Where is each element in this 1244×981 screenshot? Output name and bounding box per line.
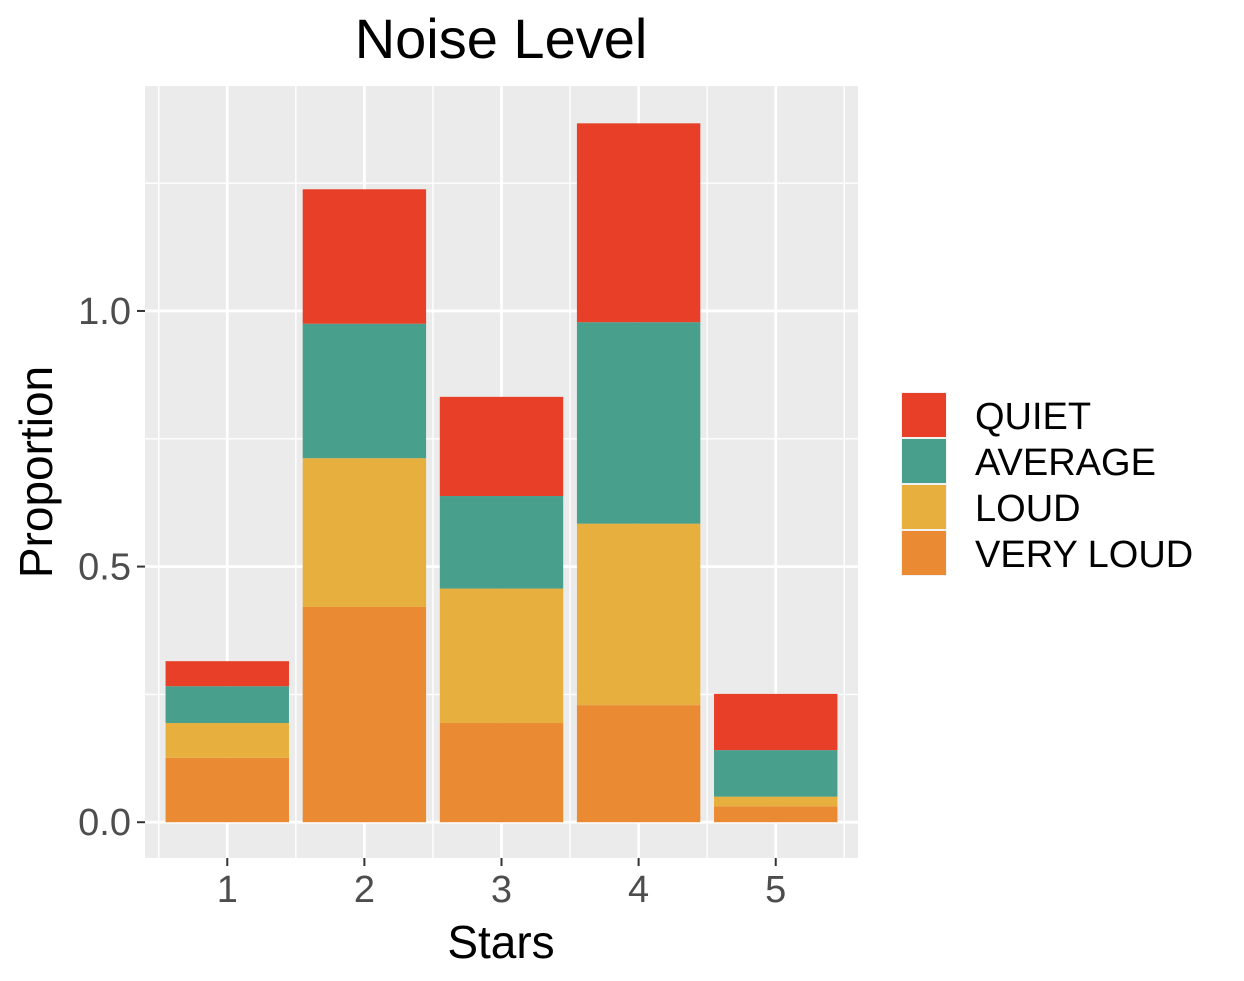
bar-4-very-loud xyxy=(576,705,701,823)
bar-3-very-loud xyxy=(439,723,564,823)
bar-2-quiet xyxy=(302,189,427,324)
legend-swatch xyxy=(902,485,946,529)
y-axis-title: Proportion xyxy=(10,366,62,578)
x-tick-label: 3 xyxy=(491,869,512,911)
bars xyxy=(165,123,838,823)
legend-swatch xyxy=(902,439,946,483)
legend-label: QUIET xyxy=(975,396,1091,438)
y-axis-ticks: 0.0 0.5 1.0 xyxy=(78,291,145,844)
bar-5-loud xyxy=(714,796,838,807)
legend-label: AVERAGE xyxy=(975,442,1156,484)
bar-4-quiet xyxy=(576,123,701,323)
x-tick-label: 2 xyxy=(354,869,375,911)
bar-1-average xyxy=(165,686,289,724)
chart-title: Noise Level xyxy=(355,7,648,70)
bar-1-very-loud xyxy=(165,757,289,823)
legend-swatch xyxy=(902,531,946,575)
y-tick-label: 0.5 xyxy=(78,547,131,589)
x-tick-label: 5 xyxy=(765,869,786,911)
bar-5-average xyxy=(714,750,838,797)
bar-3-average xyxy=(439,496,564,589)
bar-4-average xyxy=(576,322,701,524)
bar-3-loud xyxy=(439,588,564,724)
legend-label: VERY LOUD xyxy=(975,534,1193,576)
x-tick-label: 4 xyxy=(628,869,649,911)
y-tick-label: 0.0 xyxy=(78,802,131,844)
y-tick-label: 1.0 xyxy=(78,291,131,333)
bar-1-loud xyxy=(165,723,289,758)
bar-2-very-loud xyxy=(302,606,427,823)
bar-2-average xyxy=(302,323,427,459)
x-tick-label: 1 xyxy=(217,869,238,911)
legend-swatch xyxy=(902,393,946,437)
bar-3-quiet xyxy=(439,396,564,497)
bar-2-loud xyxy=(302,458,427,607)
legend-label: LOUD xyxy=(975,488,1081,530)
bar-4-loud xyxy=(576,523,701,706)
bar-1-quiet xyxy=(165,661,289,687)
x-axis-ticks: 1 2 3 4 5 xyxy=(217,858,786,911)
bar-5-very-loud xyxy=(714,806,838,823)
x-axis-title: Stars xyxy=(447,916,554,968)
bar-5-quiet xyxy=(714,693,838,751)
